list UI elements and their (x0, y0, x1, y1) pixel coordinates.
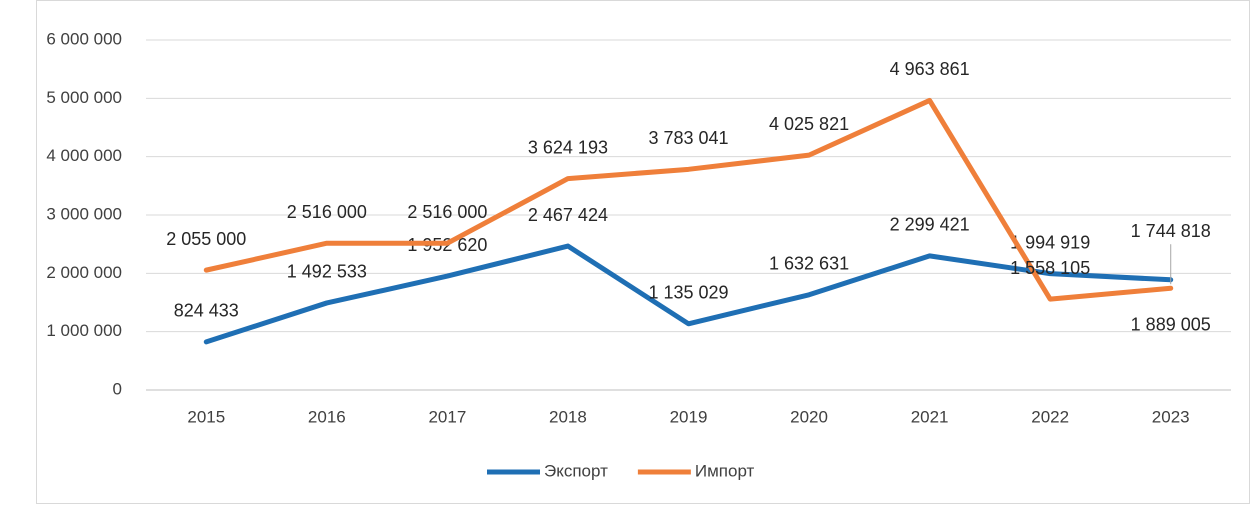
x-tick-label: 2018 (549, 407, 587, 426)
data-label: 2 055 000 (166, 229, 246, 249)
x-tick-label: 2023 (1152, 407, 1190, 426)
data-label: 2 467 424 (528, 205, 608, 225)
x-tick-label: 2020 (790, 407, 828, 426)
chart-border (36, 0, 1250, 504)
legend-label: Экспорт (544, 461, 608, 480)
y-tick-label: 1 000 000 (46, 321, 122, 340)
data-label: 2 516 000 (407, 202, 487, 222)
y-tick-label: 6 000 000 (46, 29, 122, 48)
data-label: 1 558 105 (1010, 258, 1090, 278)
data-label: 1 135 029 (648, 283, 728, 303)
data-label: 824 433 (174, 301, 239, 321)
x-tick-label: 2016 (308, 407, 346, 426)
x-tick-label: 2021 (911, 407, 949, 426)
legend-label: Импорт (695, 461, 755, 480)
x-tick-label: 2022 (1031, 407, 1069, 426)
x-tick-label: 2017 (428, 407, 466, 426)
y-tick-label: 5 000 000 (46, 88, 122, 107)
data-label: 3 783 041 (648, 128, 728, 148)
data-label: 1 632 631 (769, 254, 849, 274)
series-line (203, 97, 1174, 302)
y-tick-label: 3 000 000 (46, 204, 122, 223)
data-label: 1 492 533 (287, 262, 367, 282)
x-tick-label: 2015 (187, 407, 225, 426)
y-tick-label: 2 000 000 (46, 263, 122, 282)
y-tick-label: 0 (113, 379, 122, 398)
data-label: 1 994 919 (1010, 232, 1090, 252)
data-label: 2 516 000 (287, 202, 367, 222)
y-tick-label: 4 000 000 (46, 146, 122, 165)
data-label: 4 963 861 (890, 59, 970, 79)
data-label: 3 624 193 (528, 137, 608, 157)
data-label: 1 744 818 (1131, 221, 1211, 241)
data-label: 1 889 005 (1131, 315, 1211, 335)
series-line (203, 243, 1174, 345)
x-tick-label: 2019 (670, 407, 708, 426)
data-label: 2 299 421 (890, 215, 970, 235)
data-label: 4 025 821 (769, 114, 849, 134)
